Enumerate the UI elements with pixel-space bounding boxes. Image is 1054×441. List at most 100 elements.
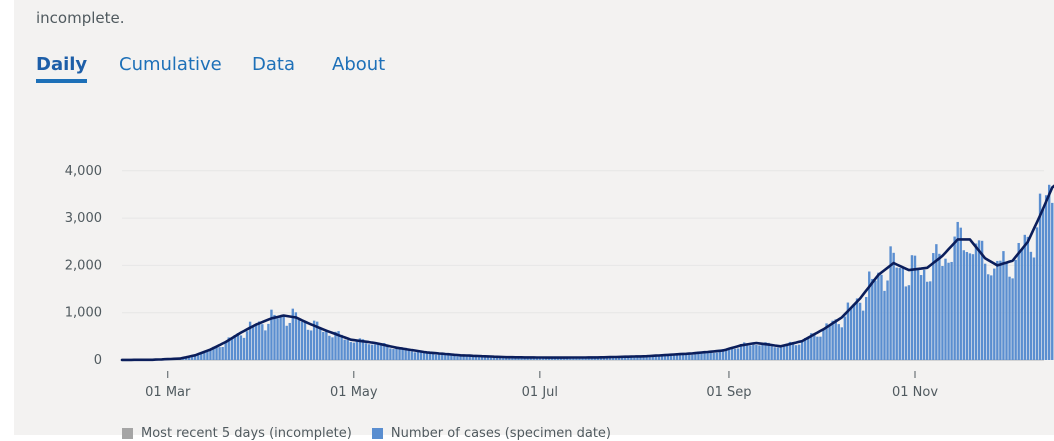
daily-cases-bar (285, 325, 288, 360)
x-tick-label: 01 Sep (706, 385, 751, 400)
daily-cases-bar (779, 347, 782, 360)
daily-cases-bar (291, 308, 294, 360)
daily-cases-bar (956, 221, 959, 360)
daily-cases-bar (1041, 209, 1045, 360)
daily-cases-bar (255, 324, 258, 360)
daily-cases-bar (1032, 257, 1036, 360)
daily-cases-bar (672, 355, 676, 360)
tab-daily[interactable]: Daily (36, 54, 88, 83)
daily-cases-bar (608, 357, 612, 360)
daily-cases-bar (977, 240, 981, 360)
daily-cases-bar (474, 356, 477, 360)
daily-cases-bar (1029, 251, 1033, 360)
daily-cases-bar (456, 356, 459, 360)
daily-cases-bar (331, 337, 334, 360)
daily-cases-bar (319, 327, 322, 360)
daily-cases-bar (1035, 227, 1039, 360)
chart-bars (120, 184, 1054, 361)
daily-cases-bar (682, 354, 685, 360)
daily-cases-bar (666, 355, 670, 360)
daily-cases-bar (877, 272, 880, 360)
daily-cases-bar (724, 349, 728, 360)
daily-cases-bar (392, 348, 395, 360)
daily-cases-bar (837, 324, 840, 360)
daily-cases-bar (746, 343, 749, 360)
daily-cases-bar (846, 302, 850, 360)
daily-cases-bar (401, 348, 404, 360)
daily-cases-bar (922, 269, 926, 360)
tab-cumulative[interactable]: Cumulative (119, 54, 222, 75)
daily-cases-bar (279, 315, 282, 360)
daily-cases-bar (386, 346, 389, 360)
daily-cases-bar (495, 356, 499, 360)
daily-cases-bar (840, 327, 843, 360)
daily-cases-bar (645, 356, 648, 360)
tab-data[interactable]: Data (252, 54, 295, 75)
daily-cases-bar (932, 253, 935, 360)
daily-cases-bar (492, 356, 496, 360)
tab-about[interactable]: About (332, 54, 386, 75)
daily-cases-bar (926, 281, 929, 360)
daily-cases-bar (438, 353, 441, 360)
daily-cases-bar (239, 335, 243, 360)
daily-cases-bar (288, 322, 291, 360)
daily-cases-bar (450, 354, 453, 360)
daily-cases-bar (370, 344, 374, 360)
daily-cases-bar (206, 349, 209, 360)
daily-cases-bar (889, 246, 892, 360)
daily-cases-bar (444, 353, 447, 360)
daily-cases-bar (514, 357, 517, 360)
daily-cases-bar (273, 314, 276, 360)
daily-cases-bar (685, 353, 688, 360)
daily-cases-bar (544, 357, 548, 360)
daily-cases-bar (282, 316, 285, 360)
daily-cases-bar (483, 355, 487, 360)
daily-cases-bar (929, 281, 932, 360)
daily-cases-bar (624, 357, 627, 360)
daily-cases-bar (849, 307, 853, 360)
daily-cases-bar (349, 342, 352, 360)
daily-cases-bar (312, 320, 316, 360)
daily-cases-bar (947, 262, 950, 360)
daily-cases-bar (895, 267, 898, 360)
daily-cases-bar (709, 351, 712, 360)
daily-cases-bar (886, 280, 889, 360)
daily-cases-bar (563, 357, 566, 360)
daily-cases-bar (480, 356, 484, 360)
daily-cases-bar (782, 345, 786, 360)
daily-cases-bar (212, 346, 215, 360)
daily-cases-bar (736, 348, 740, 360)
daily-cases-bar (489, 356, 493, 360)
chart-panel: incomplete. Daily Cumulative Data About … (14, 0, 1054, 441)
daily-cases-bar (913, 255, 917, 360)
daily-cases-bar (968, 253, 972, 360)
daily-cases-bar (614, 356, 618, 360)
legend-label-cases: Number of cases (specimen date) (390, 426, 612, 441)
daily-cases-bar (325, 331, 328, 360)
daily-cases-bar (431, 353, 435, 360)
daily-cases-bar (520, 357, 523, 360)
daily-cases-bar (800, 341, 804, 360)
daily-cases-bar (770, 346, 773, 360)
daily-cases-bar (560, 357, 563, 360)
daily-cases-bar (578, 357, 581, 360)
daily-cases-bar (773, 347, 776, 360)
daily-cases-bar (599, 357, 603, 360)
daily-cases-bar (962, 250, 965, 360)
daily-cases-bar (706, 352, 709, 360)
daily-cases-bar (791, 343, 795, 360)
legend-swatch-incomplete (122, 428, 133, 439)
daily-cases-bar (660, 355, 664, 360)
daily-cases-bar (743, 342, 746, 360)
daily-cases-bar (987, 274, 990, 360)
daily-cases-bar (465, 355, 468, 360)
daily-cases-bar (941, 266, 944, 360)
legend-item-incomplete: Most recent 5 days (incomplete) (122, 426, 352, 441)
daily-cases-bar (816, 336, 819, 360)
daily-cases-bar (486, 356, 490, 360)
daily-cases-bar (404, 347, 407, 360)
daily-cases-bar (874, 280, 877, 360)
daily-cases-bar (316, 321, 319, 360)
daily-cases-bar (675, 353, 679, 360)
daily-cases-bar (605, 357, 609, 360)
